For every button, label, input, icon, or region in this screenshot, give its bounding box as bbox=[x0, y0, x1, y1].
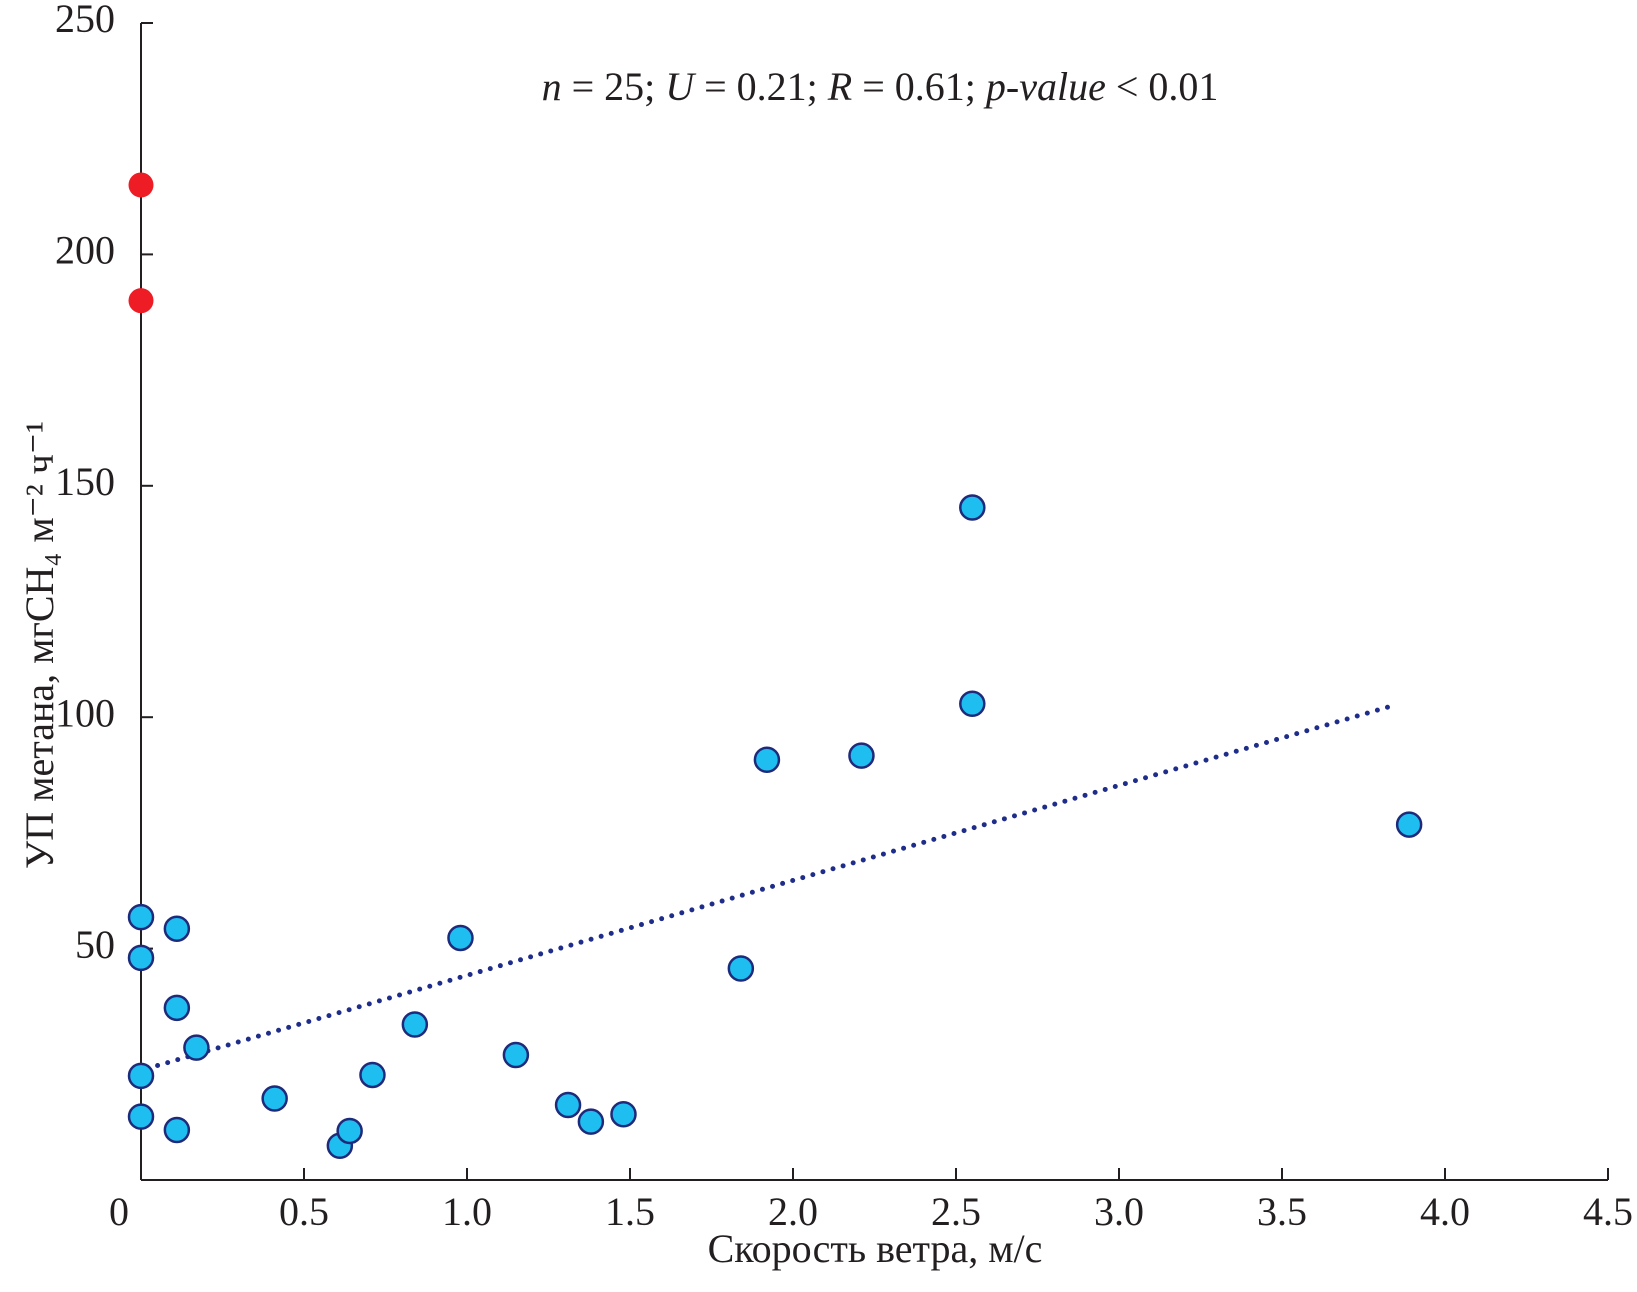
data-point bbox=[577, 1108, 605, 1135]
data-point bbox=[727, 955, 755, 982]
annotation-part: = 0.61; bbox=[852, 64, 986, 109]
y-tick-label: 200 bbox=[55, 228, 115, 273]
annotation-part: < 0.01 bbox=[1106, 64, 1219, 109]
data-point bbox=[163, 994, 191, 1022]
data-point bbox=[128, 288, 154, 314]
x-tick-label: 3.5 bbox=[1257, 1189, 1307, 1234]
data-point bbox=[127, 1062, 155, 1090]
data-point bbox=[359, 1061, 386, 1089]
annotation-part: R bbox=[827, 64, 852, 109]
data-point bbox=[554, 1091, 582, 1119]
trend-line bbox=[145, 702, 1399, 1071]
x-tick-label: 2.0 bbox=[768, 1189, 818, 1234]
y-tick-label: 150 bbox=[55, 459, 115, 504]
data-point bbox=[753, 746, 781, 774]
data-point bbox=[127, 1103, 155, 1130]
data-point bbox=[959, 690, 986, 718]
data-point bbox=[610, 1101, 637, 1128]
x-tick-label: 4.5 bbox=[1583, 1189, 1633, 1234]
annotation-part: n bbox=[542, 64, 562, 109]
data-point bbox=[261, 1085, 288, 1112]
x-axis-label: Скорость ветра, м/с bbox=[708, 1226, 1043, 1271]
x-tick-label: 1.5 bbox=[605, 1189, 655, 1234]
annotation-part: p-value bbox=[983, 64, 1106, 109]
x-tick-label: 1.0 bbox=[442, 1189, 492, 1234]
annotation-part: = 25; bbox=[562, 64, 666, 109]
data-point bbox=[127, 903, 155, 931]
data-point bbox=[959, 494, 986, 521]
x-tick-label: 3.0 bbox=[1094, 1189, 1144, 1234]
x-tick-label: 0.5 bbox=[279, 1189, 329, 1234]
data-point bbox=[128, 172, 154, 198]
data-point bbox=[163, 1116, 191, 1144]
data-point bbox=[1395, 811, 1423, 838]
annotation: n = 25; U = 0.21; R = 0.61; p-value < 0.… bbox=[542, 64, 1219, 109]
data-point bbox=[336, 1117, 363, 1145]
y-axis-label: УП метана, мгCH₄ м⁻² ч⁻¹ bbox=[17, 421, 62, 869]
annotation-part: U bbox=[665, 64, 697, 109]
data-point bbox=[127, 944, 155, 972]
x-tick-label: 0 bbox=[109, 1189, 129, 1234]
data-point bbox=[848, 742, 875, 769]
y-tick-label: 50 bbox=[75, 922, 115, 967]
data-point bbox=[401, 1011, 429, 1038]
data-point bbox=[502, 1041, 530, 1069]
x-tick-label: 2.5 bbox=[931, 1189, 981, 1234]
y-tick-label: 250 bbox=[55, 0, 115, 41]
y-tick-label: 100 bbox=[55, 690, 115, 735]
data-point bbox=[447, 924, 474, 952]
data-point bbox=[183, 1034, 210, 1061]
annotation-part: = 0.21; bbox=[694, 64, 828, 109]
x-tick-label: 4.0 bbox=[1420, 1189, 1470, 1234]
data-point bbox=[163, 915, 191, 942]
